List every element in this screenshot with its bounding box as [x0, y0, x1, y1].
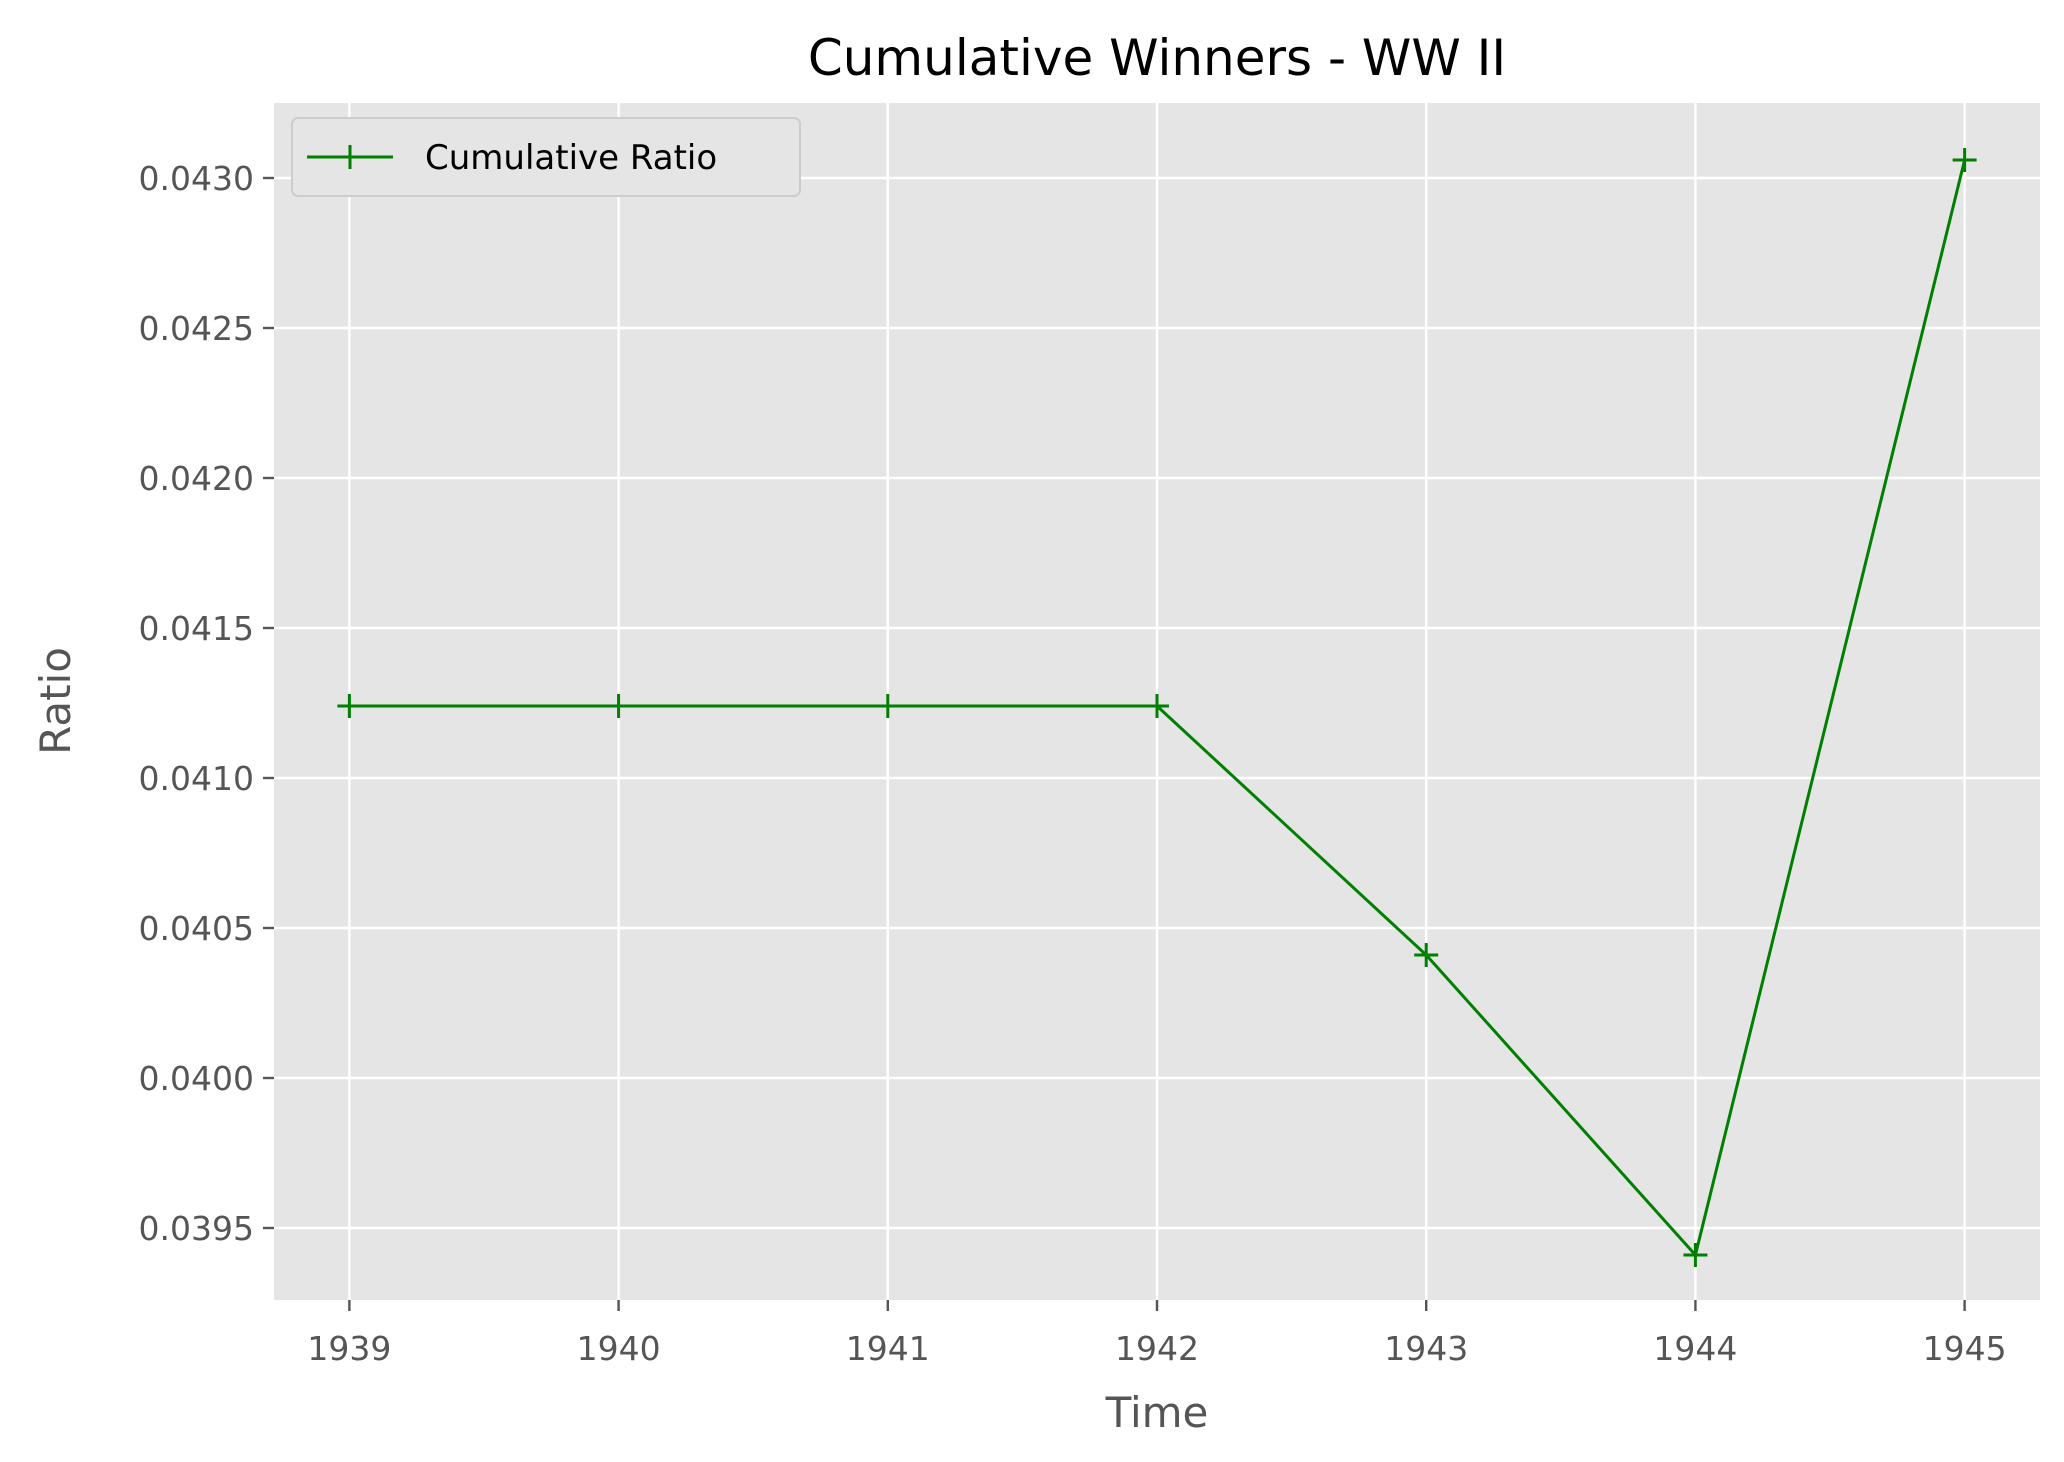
y-tick-label: 0.0395	[139, 1209, 254, 1248]
data-point-marker	[1952, 148, 1977, 172]
x-tick-label: 1944	[1653, 1329, 1737, 1368]
chart-title: Cumulative Winners - WW II	[808, 29, 1506, 87]
data-point-marker	[337, 694, 362, 718]
series-layer	[337, 148, 1977, 1267]
x-axis-label: Time	[1105, 1388, 1209, 1437]
x-tick-label: 1940	[577, 1329, 661, 1368]
y-axis-label: Ratio	[31, 647, 80, 755]
y-tick-label: 0.0400	[139, 1059, 254, 1098]
x-axis-ticks: 1939 1940 1941 1942 1943 1944 1945	[307, 1300, 2007, 1368]
data-point-marker	[875, 694, 900, 718]
y-tick-label: 0.0415	[139, 609, 254, 648]
x-tick-label: 1939	[307, 1329, 391, 1368]
y-tick-label: 0.0405	[139, 909, 254, 948]
data-point-marker	[1683, 1243, 1708, 1267]
x-tick-label: 1941	[846, 1329, 930, 1368]
x-tick-label: 1942	[1115, 1329, 1199, 1368]
y-tick-label: 0.0430	[139, 159, 254, 198]
legend-label: Cumulative Ratio	[425, 138, 717, 178]
y-tick-label: 0.0425	[139, 309, 254, 348]
data-point-marker	[1145, 694, 1169, 718]
y-axis-ticks: 0.0395 0.0400 0.0405 0.0410 0.0415 0.0420 0.04…	[139, 159, 274, 1248]
x-tick-label: 1943	[1384, 1329, 1468, 1368]
legend: Cumulative Ratio	[291, 117, 801, 197]
data-point-marker	[1414, 943, 1439, 967]
y-tick-label: 0.0420	[139, 459, 254, 498]
x-tick-label: 1945	[1923, 1329, 2007, 1368]
y-tick-label: 0.0410	[139, 759, 254, 798]
data-point-marker	[606, 694, 631, 718]
legend-box	[291, 117, 801, 197]
